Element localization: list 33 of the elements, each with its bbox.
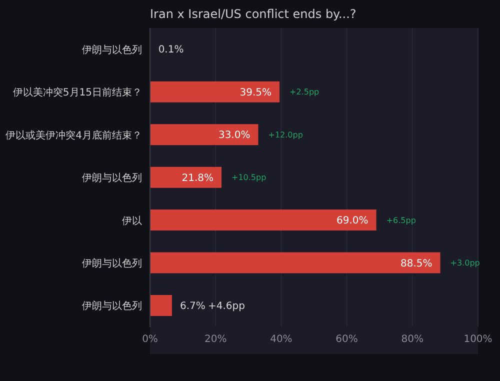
bar xyxy=(150,124,258,146)
annotation: +10.5pp xyxy=(232,173,266,182)
data-label: 21.8% xyxy=(182,172,214,184)
x-tick-label: 20% xyxy=(204,334,227,346)
y-tick-label: 伊以或美伊冲突4月底前结束？ xyxy=(6,129,142,142)
y-tick-label: 伊以 xyxy=(122,214,142,227)
bar xyxy=(150,294,172,316)
annotation: +6.5pp xyxy=(386,216,416,225)
data-label: 6.7% xyxy=(180,300,206,312)
x-tick-label: 40% xyxy=(270,334,292,346)
bar xyxy=(150,252,440,274)
data-label: 33.0% xyxy=(218,130,250,142)
x-tick-label: 100% xyxy=(464,334,492,346)
y-tick-label: 伊以美冲突5月15日前结束？ xyxy=(12,86,142,99)
y-tick-label: 伊朗与以色列 xyxy=(82,172,142,184)
data-label: 39.5% xyxy=(240,87,272,98)
bar xyxy=(150,166,222,188)
y-tick-label: 伊朗与以色列 xyxy=(82,257,142,270)
y-tick-label: 伊朗与以色列 xyxy=(82,44,142,56)
bar xyxy=(150,81,280,102)
x-tick-label: 0% xyxy=(142,334,158,346)
bar xyxy=(150,210,376,231)
annotation: +4.6pp xyxy=(208,300,245,312)
x-tick-label: 80% xyxy=(401,334,424,346)
data-label: 0.1% xyxy=(158,44,184,56)
annotation: +12.0pp xyxy=(268,130,303,140)
annotation: +2.5pp xyxy=(290,88,320,97)
data-label: 88.5% xyxy=(400,258,432,270)
annotation: +3.0pp xyxy=(450,258,480,268)
y-tick-label: 伊朗与以色列 xyxy=(82,300,142,312)
chart-title: Iran x Israel/US conflict ends by...? xyxy=(150,7,356,21)
data-label: 69.0% xyxy=(336,216,368,227)
x-tick-label: 60% xyxy=(336,334,358,346)
